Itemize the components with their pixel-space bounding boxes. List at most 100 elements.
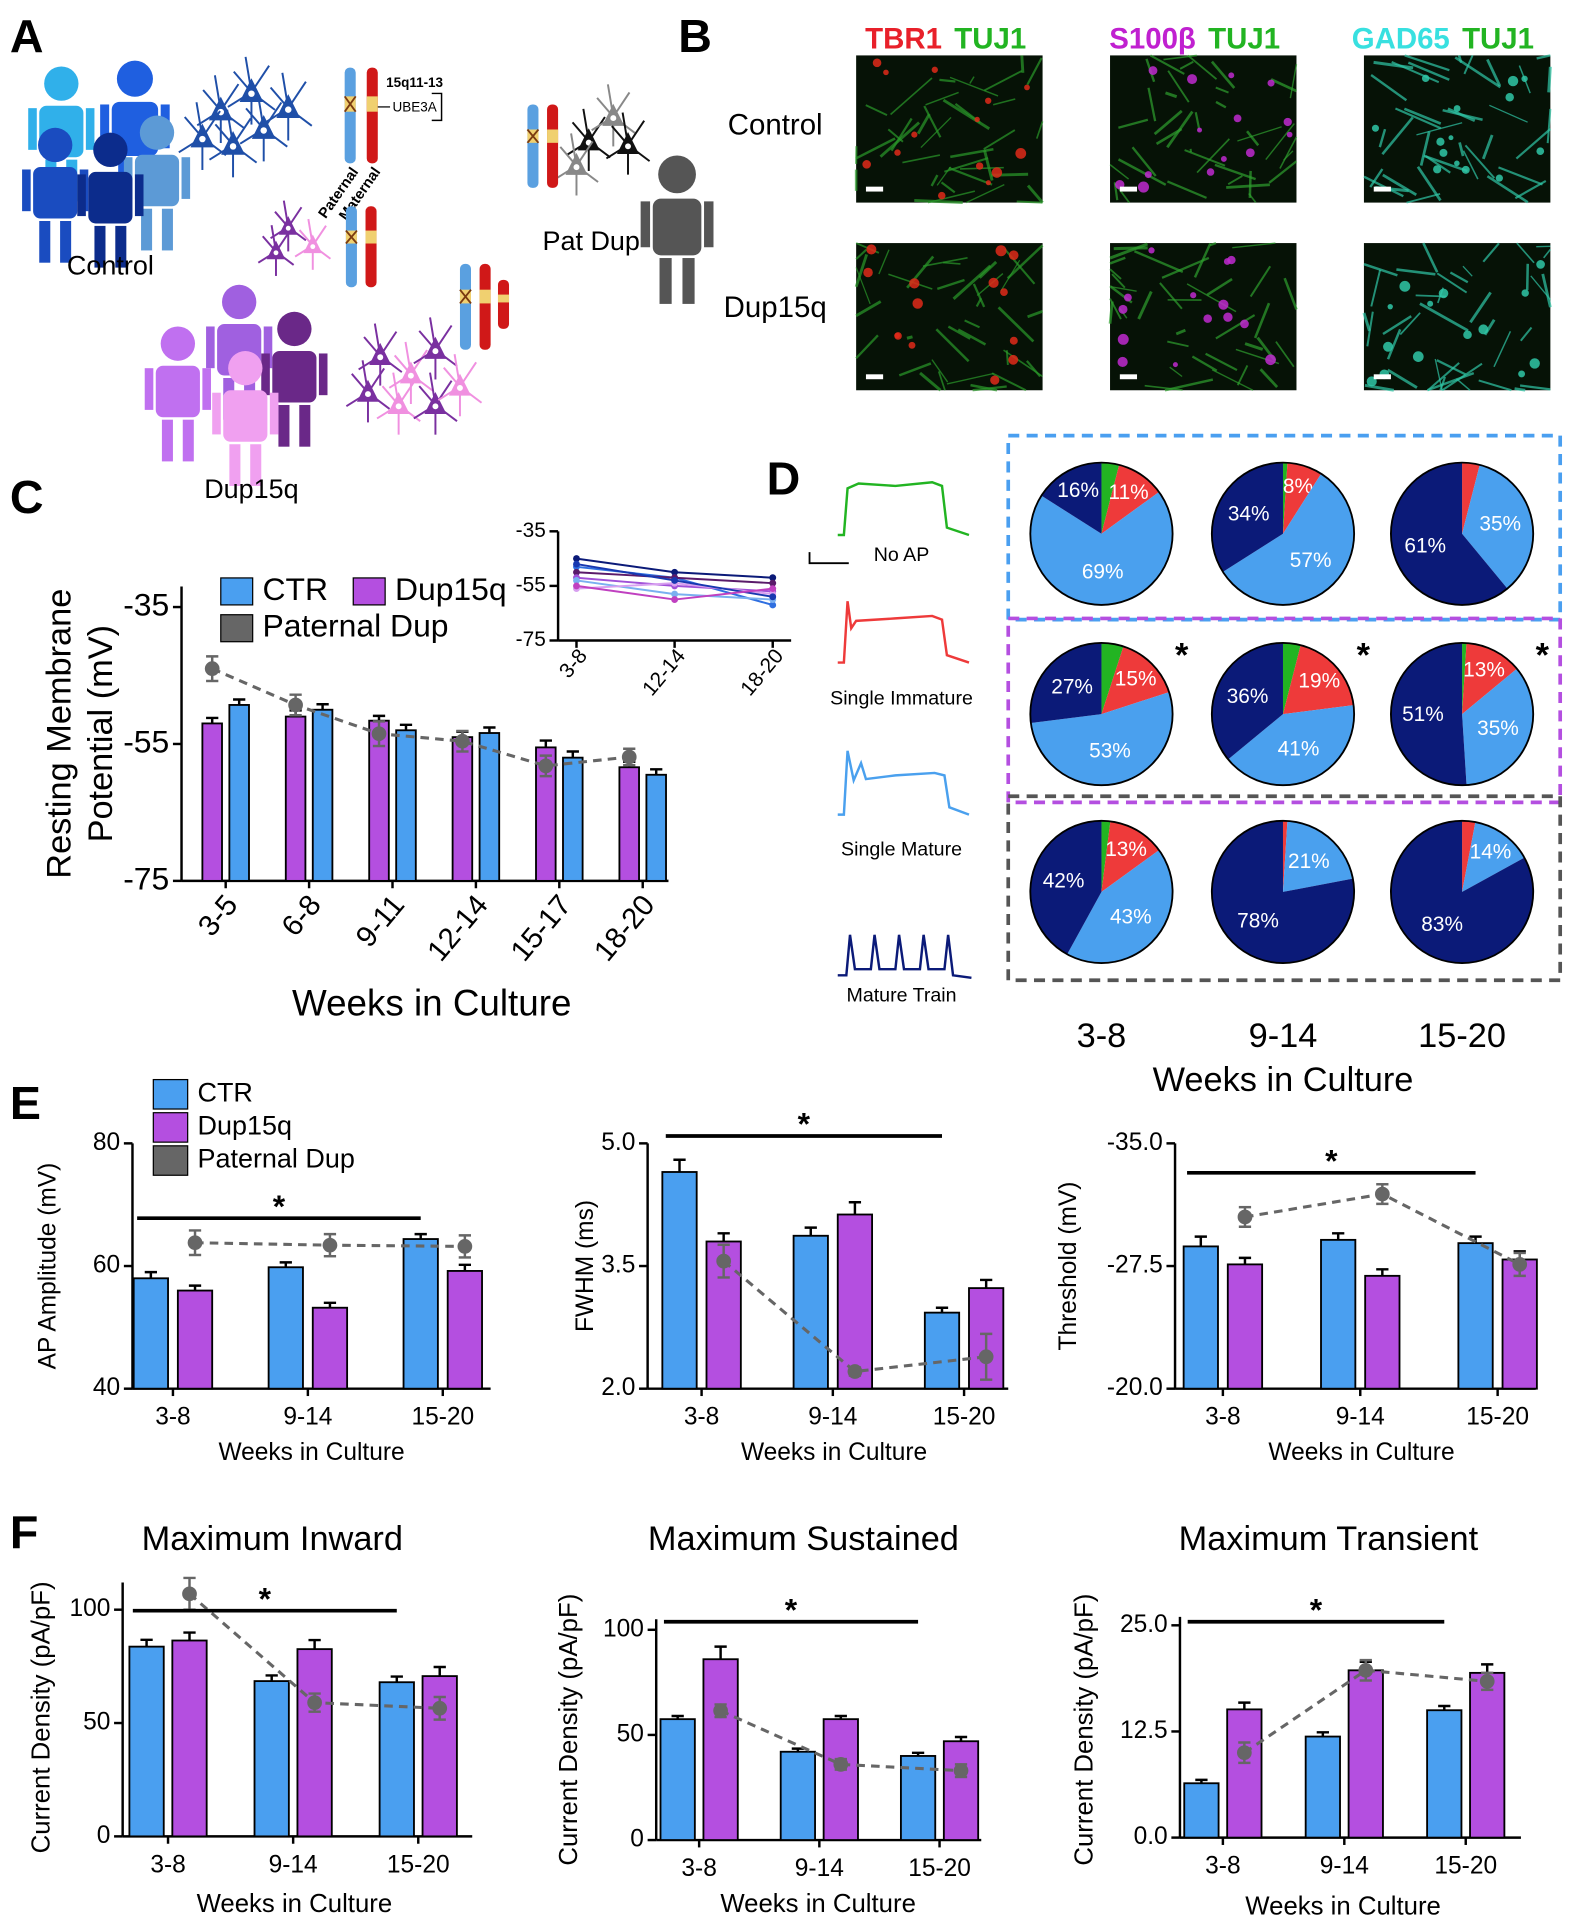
- pie-slice: [1228, 705, 1355, 786]
- gene-label: UBE3A: [393, 100, 437, 115]
- micrograph: [1363, 54, 1552, 204]
- cell: [1233, 114, 1242, 123]
- point: [953, 1763, 969, 1779]
- cell: [1283, 117, 1292, 127]
- y-tick-label: -55: [516, 573, 546, 596]
- pie-outline: [1029, 819, 1174, 964]
- fiber: [1237, 126, 1282, 142]
- fiber: [1215, 314, 1256, 340]
- fiber: [1194, 112, 1201, 131]
- fiber: [957, 328, 987, 346]
- fiber: [1462, 150, 1479, 180]
- fiber: [898, 362, 932, 377]
- point: [716, 1253, 732, 1269]
- legend-swatch: [152, 1145, 189, 1176]
- neuron-icon: [413, 372, 458, 435]
- fiber: [1442, 108, 1483, 121]
- image-bg: [1110, 55, 1297, 203]
- bar: [899, 1755, 937, 1841]
- x-tick-label: 3-8: [1205, 1853, 1240, 1880]
- fiber: [1161, 256, 1210, 279]
- point: [769, 593, 777, 601]
- panel-letter: D: [767, 453, 801, 505]
- fiber: [1543, 248, 1552, 259]
- fiber: [936, 166, 952, 186]
- fiber: [1498, 166, 1543, 186]
- fiber: [946, 372, 994, 385]
- point: [671, 596, 679, 603]
- fiber: [1514, 387, 1526, 392]
- error-bar: [390, 1675, 403, 1683]
- neuron-icon: [239, 93, 288, 162]
- x-axis-label: Weeks in Culture: [1268, 1439, 1454, 1466]
- body: [272, 351, 317, 403]
- nucleus: [610, 115, 617, 122]
- fiber: [1454, 56, 1502, 89]
- fiber: [855, 137, 896, 160]
- cell: [1190, 292, 1197, 299]
- legend-swatch: [220, 614, 254, 643]
- leg: [250, 444, 262, 486]
- cell: [1454, 160, 1460, 167]
- fiber: [983, 129, 1016, 150]
- bar: [1469, 1671, 1506, 1839]
- error-bar: [144, 1270, 157, 1279]
- nucleus: [432, 403, 439, 410]
- cell: [1371, 124, 1380, 132]
- chromosome: [344, 67, 356, 164]
- fiber: [1395, 107, 1442, 130]
- error-bar: [980, 1278, 993, 1289]
- fiber: [1387, 368, 1418, 389]
- head: [160, 326, 196, 361]
- ap-traces: [808, 481, 972, 980]
- legend-label: Paternal Dup: [262, 608, 448, 644]
- fiber: [1035, 121, 1044, 139]
- fiber: [1382, 173, 1417, 196]
- leg: [94, 225, 106, 268]
- slice-label: 42%: [1043, 870, 1085, 893]
- trace-no-ap: [837, 481, 970, 537]
- nucleus: [310, 244, 316, 250]
- bar: [311, 1306, 349, 1390]
- cross: [343, 95, 357, 113]
- error-bar: [673, 1158, 686, 1172]
- fiber: [943, 261, 961, 265]
- fiber: [936, 278, 965, 290]
- column-label: 3-8: [1077, 1017, 1127, 1055]
- y-axis-label: AP Amplitude (mV): [35, 1163, 62, 1370]
- region-label: 15q11-13: [386, 75, 443, 90]
- significance-star: *: [1175, 637, 1189, 675]
- pie-slice: [1462, 642, 1467, 715]
- x-tick-label: 3-8: [150, 1851, 185, 1878]
- cell: [1461, 165, 1470, 174]
- x-tick-label: 3-8: [1205, 1404, 1240, 1431]
- fiber: [1117, 158, 1167, 186]
- point: [573, 568, 580, 576]
- trace-label: No AP: [874, 544, 930, 566]
- bar: [378, 1681, 415, 1838]
- fiber: [1469, 291, 1492, 324]
- fiber: [923, 105, 942, 138]
- fiber: [1546, 108, 1552, 144]
- bar: [1364, 1274, 1401, 1390]
- fiber: [1363, 175, 1404, 198]
- point: [457, 1239, 473, 1254]
- error-bar: [140, 1638, 153, 1647]
- significance-star: *: [259, 1580, 272, 1616]
- error-bar: [848, 1201, 862, 1215]
- fiber: [1215, 86, 1229, 94]
- stain-label: TUJ1: [954, 22, 1026, 55]
- fiber: [1205, 352, 1238, 372]
- fiber: [1369, 168, 1384, 188]
- y-axis-label: Current Density (pA/pF): [1070, 1594, 1098, 1866]
- fiber: [1253, 302, 1271, 339]
- fiber: [972, 283, 986, 308]
- fiber: [1478, 379, 1512, 392]
- cell: [991, 167, 1003, 178]
- point: [769, 601, 777, 609]
- chart-title: Maximum Inward: [142, 1520, 403, 1558]
- fiber: [925, 91, 959, 106]
- bar: [1182, 1245, 1219, 1390]
- bar: [562, 756, 584, 882]
